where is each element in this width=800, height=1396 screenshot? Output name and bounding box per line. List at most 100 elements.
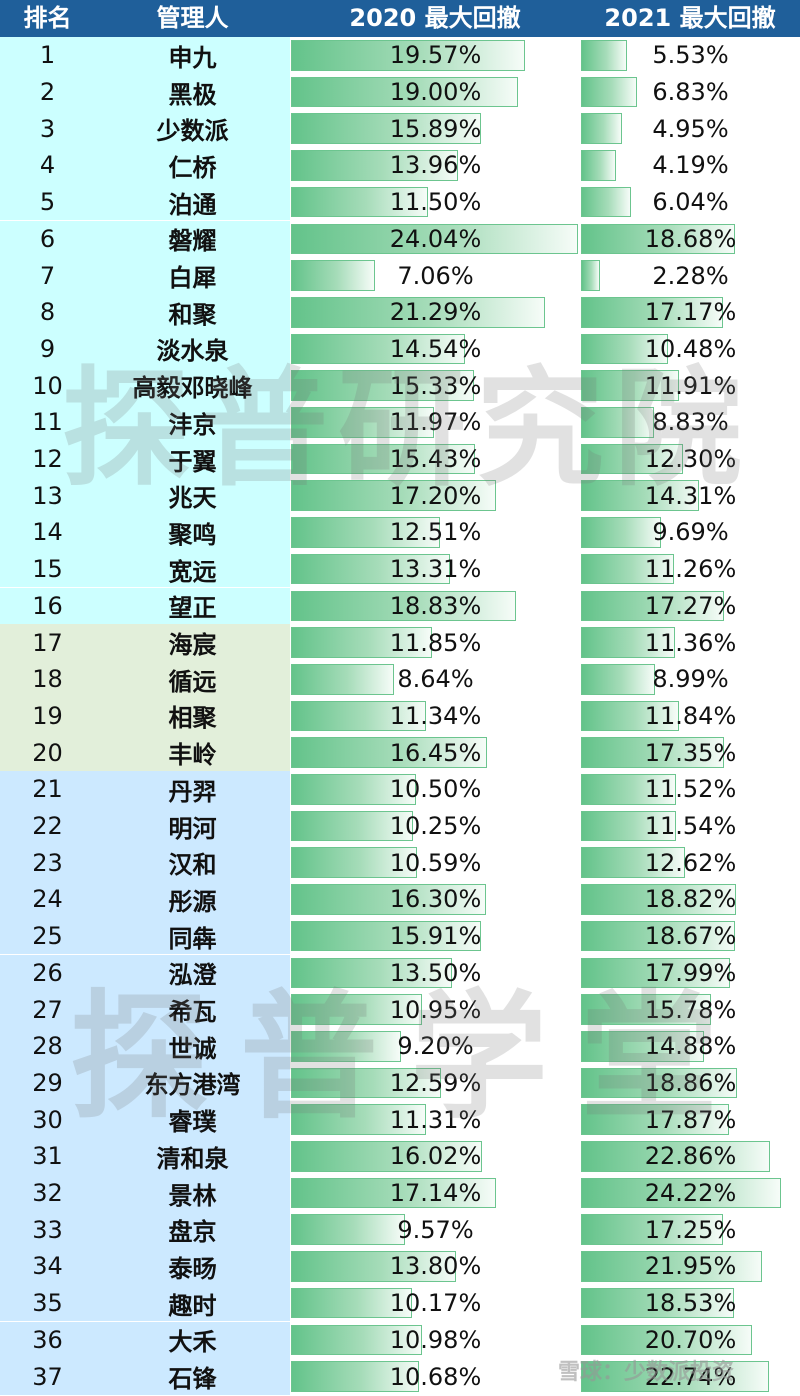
table-row: 25 同犇 15.91% 18.67%: [0, 917, 800, 955]
data-bar: [291, 1361, 419, 1392]
data-bar: [581, 223, 735, 255]
table-row: 19 相聚 11.34% 11.84%: [0, 697, 800, 735]
data-bar: [291, 333, 465, 365]
rank-cell: 16: [0, 587, 95, 625]
value-2021-cell: 12.62%: [581, 844, 800, 881]
value-2020-cell: 10.50%: [291, 771, 580, 808]
data-bar: [581, 884, 736, 915]
drawdown-value: 8.99%: [652, 665, 729, 694]
data-bar: [291, 76, 518, 108]
drawdown-value: 22.86%: [644, 1142, 737, 1171]
rank-cell: 4: [0, 147, 95, 184]
drawdown-value: 17.27%: [644, 591, 737, 620]
manager-name-cell: 汉和: [95, 844, 290, 882]
manager-name-cell: 兆天: [95, 477, 290, 515]
rank-cell: 9: [0, 330, 95, 368]
value-2020-cell: 21.29%: [291, 294, 580, 331]
rank-cell: 3: [0, 110, 95, 148]
table-row: 2 黑极 19.00% 6.83%: [0, 73, 800, 111]
drawdown-value: 22.74%: [644, 1362, 737, 1391]
drawdown-value: 24.22%: [644, 1179, 737, 1208]
rank-cell: 29: [0, 1064, 95, 1102]
table-row: 29 东方港湾 12.59% 18.86%: [0, 1064, 800, 1102]
manager-name-cell: 大禾: [95, 1321, 290, 1359]
data-bar: [581, 920, 735, 952]
value-2021-cell: 17.99%: [581, 955, 800, 992]
rank-cell: 1: [0, 37, 95, 74]
value-2021-cell: 24.22%: [581, 1175, 800, 1212]
drawdown-value: 12.62%: [644, 848, 737, 877]
value-2021-cell: 11.54%: [581, 808, 800, 845]
drawdown-value: 14.88%: [644, 1032, 737, 1061]
drawdown-value: 10.98%: [389, 1325, 482, 1354]
drawdown-value: 6.04%: [652, 188, 729, 217]
data-bar: [291, 884, 486, 915]
table-row: 8 和聚 21.29% 17.17%: [0, 293, 800, 331]
value-2020-cell: 18.83%: [291, 588, 580, 625]
value-2020-cell: 11.50%: [291, 184, 580, 221]
value-2021-cell: 15.78%: [581, 991, 800, 1028]
drawdown-value: 8.83%: [652, 408, 729, 437]
table-row: 10 高毅邓晓峰 15.33% 11.91%: [0, 367, 800, 404]
value-2021-cell: 11.36%: [581, 624, 800, 661]
data-bar: [291, 1324, 422, 1356]
value-2020-cell: 12.59%: [291, 1065, 580, 1102]
table-row: 37 石锋 10.68% 22.74%: [0, 1358, 800, 1395]
data-bar: [291, 223, 578, 255]
drawdown-value: 11.36%: [644, 628, 737, 657]
data-bar: [291, 113, 481, 145]
drawdown-value: 18.67%: [644, 922, 737, 951]
value-2021-cell: 18.82%: [581, 881, 800, 918]
drawdown-value: 15.91%: [389, 922, 482, 951]
drawdown-value: 11.85%: [389, 628, 482, 657]
drawdown-value: 13.50%: [389, 958, 482, 987]
drawdown-value: 9.57%: [397, 1215, 474, 1244]
rank-cell: 12: [0, 440, 95, 478]
manager-name-cell: 泓澄: [95, 954, 290, 992]
drawdown-value: 11.97%: [389, 408, 482, 437]
data-bar: [291, 810, 413, 842]
manager-name-cell: 海宸: [95, 624, 290, 661]
drawdown-value: 9.69%: [652, 518, 729, 547]
data-bar: [291, 1177, 496, 1209]
value-2020-cell: 13.31%: [291, 551, 580, 588]
value-2021-cell: 22.74%: [581, 1358, 800, 1395]
data-bar: [581, 76, 637, 108]
data-bar: [291, 1141, 482, 1172]
rank-cell: 25: [0, 917, 95, 955]
data-bar: [291, 370, 474, 401]
data-bar: [291, 186, 428, 218]
value-2020-cell: 15.89%: [291, 110, 580, 147]
drawdown-value: 13.31%: [389, 555, 482, 584]
value-2021-cell: 21.95%: [581, 1248, 800, 1285]
value-2021-cell: 6.04%: [581, 184, 800, 221]
rank-cell: 5: [0, 183, 95, 221]
manager-name-cell: 申九: [95, 37, 290, 74]
data-bar: [581, 1361, 769, 1392]
data-bar: [581, 480, 699, 512]
value-2021-cell: 4.19%: [581, 147, 800, 184]
rank-cell: 24: [0, 881, 95, 918]
drawdown-value: 17.20%: [389, 481, 482, 510]
manager-name-cell: 泰旸: [95, 1248, 290, 1285]
data-bar: [291, 1287, 412, 1319]
drawdown-value: 15.43%: [389, 445, 482, 474]
manager-name-cell: 相聚: [95, 697, 290, 735]
manager-name-cell: 石锋: [95, 1358, 290, 1395]
value-2021-cell: 9.69%: [581, 514, 800, 551]
table-row: 13 兆天 17.20% 14.31%: [0, 477, 800, 515]
manager-name-cell: 和聚: [95, 293, 290, 331]
table-row: 12 于翼 15.43% 12.30%: [0, 440, 800, 478]
rank-cell: 2: [0, 73, 95, 111]
table-row: 21 丹羿 10.50% 11.52%: [0, 771, 800, 808]
value-2021-cell: 8.99%: [581, 661, 800, 698]
drawdown-value: 24.04%: [389, 224, 482, 253]
data-bar: [581, 994, 711, 1025]
value-2021-cell: 17.87%: [581, 1101, 800, 1138]
data-bar: [581, 1251, 762, 1282]
data-bar: [581, 150, 616, 181]
drawdown-value: 21.29%: [389, 298, 482, 327]
value-2020-cell: 12.51%: [291, 514, 580, 551]
rank-cell: 7: [0, 257, 95, 294]
